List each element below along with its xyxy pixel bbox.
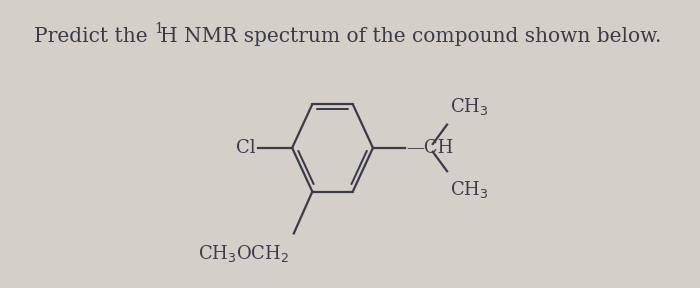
Text: H NMR spectrum of the compound shown below.: H NMR spectrum of the compound shown bel…	[160, 27, 662, 46]
Text: 1: 1	[154, 22, 163, 36]
Text: CH$_3$: CH$_3$	[450, 179, 489, 200]
Text: CH$_3$: CH$_3$	[450, 96, 489, 117]
Text: CH$_3$OCH$_2$: CH$_3$OCH$_2$	[198, 243, 290, 264]
Text: Predict the: Predict the	[34, 27, 153, 46]
Text: Cl: Cl	[237, 139, 256, 157]
Text: —CH: —CH	[407, 139, 454, 157]
